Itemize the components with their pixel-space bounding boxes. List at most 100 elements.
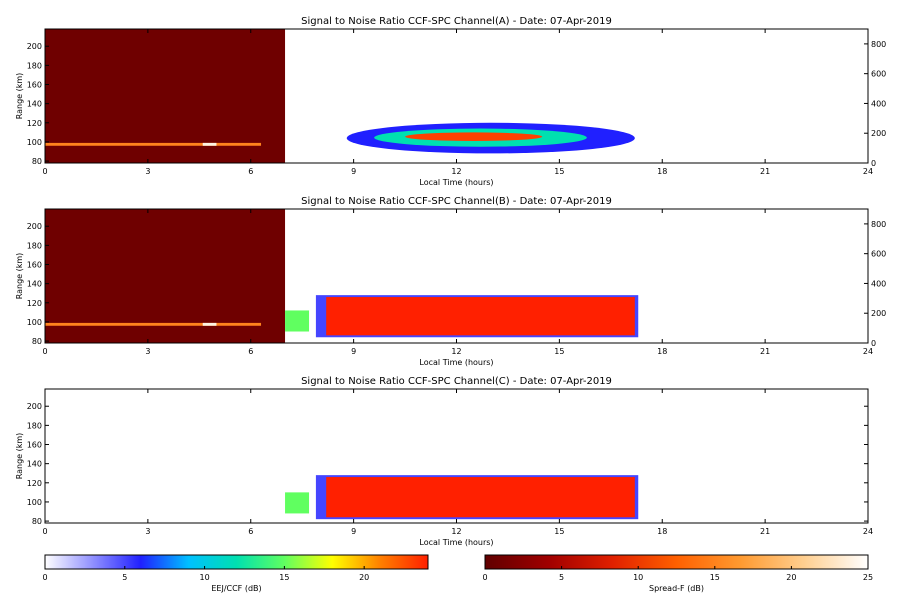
x-tick-label: 18 [657,527,667,536]
x-tick-label: 9 [351,347,356,356]
y-axis-label: Range (km) [15,253,24,300]
x-tick-label: 18 [657,167,667,176]
data-region [45,209,286,343]
plot-title: Signal to Noise Ratio CCF-SPC Channel(C)… [301,376,612,387]
colorbar-tick-label: 15 [710,573,720,582]
y2-tick-label: 0 [871,159,876,168]
x-tick-label: 0 [42,527,47,536]
y-tick-label: 200 [27,42,42,51]
x-tick-label: 3 [145,527,150,536]
data-region [45,322,262,326]
y-tick-label: 180 [27,421,42,430]
x-tick-label: 24 [863,347,873,356]
x-tick-label: 6 [248,347,253,356]
colorbar-tick-label: 15 [279,573,289,582]
colorbar-label: Spread-F (dB) [649,584,704,593]
colorbar-tick-label: 0 [42,573,47,582]
y-tick-label: 140 [27,100,42,109]
x-tick-label: 12 [451,347,461,356]
y2-tick-label: 800 [871,220,886,229]
x-tick-label: 12 [451,527,461,536]
x-tick-label: 15 [554,527,564,536]
y-tick-label: 200 [27,222,42,231]
x-tick-label: 24 [863,527,873,536]
y-tick-label: 100 [27,138,42,147]
x-tick-label: 9 [351,167,356,176]
data-layer [285,475,639,520]
data-region [45,142,262,146]
y2-tick-label: 200 [871,309,886,318]
colorbar-tick-label: 5 [559,573,564,582]
y-tick-label: 180 [27,61,42,70]
y-tick-label: 120 [27,479,42,488]
data-layer [45,29,635,163]
x-tick-label: 12 [451,167,461,176]
y-tick-label: 120 [27,299,42,308]
colorbar-tick-label: 5 [122,573,127,582]
x-tick-label: 3 [145,347,150,356]
y2-tick-label: 600 [871,250,886,259]
x-tick-label: 9 [351,527,356,536]
colorbar-tick-label: 25 [863,573,873,582]
panel-channel-c: Signal to Noise Ratio CCF-SPC Channel(C)… [15,376,873,547]
y-tick-label: 80 [32,337,42,346]
x-tick-label: 0 [42,347,47,356]
plot-title: Signal to Noise Ratio CCF-SPC Channel(A)… [301,16,612,27]
data-region [326,297,635,336]
y2-tick-label: 400 [871,279,886,288]
y2-tick-label: 0 [871,339,876,348]
x-axis-label: Local Time (hours) [419,538,493,547]
colorbar-gradient [44,554,429,570]
y-tick-label: 80 [32,517,42,526]
y-tick-label: 140 [27,280,42,289]
y-tick-label: 80 [32,157,42,166]
y-tick-label: 120 [27,119,42,128]
x-tick-label: 15 [554,347,564,356]
x-axis-label: Local Time (hours) [419,178,493,187]
x-tick-label: 21 [760,347,770,356]
x-tick-label: 18 [657,347,667,356]
colorbar-eej: 0 5 10 15 20 EEJ/CCF (dB) [42,554,429,593]
y-axis-label: Range (km) [15,73,24,120]
panel-channel-a: Signal to Noise Ratio CCF-SPC Channel(A)… [15,16,886,187]
y2-tick-label: 400 [871,99,886,108]
x-tick-label: 15 [554,167,564,176]
colorbar-tick-label: 10 [633,573,643,582]
y-tick-label: 180 [27,241,42,250]
y-axis-label: Range (km) [15,433,24,480]
x-tick-label: 21 [760,527,770,536]
colorbar-label: EEJ/CCF (dB) [211,584,261,593]
panel-channel-b: Signal to Noise Ratio CCF-SPC Channel(B)… [15,196,886,367]
y-tick-label: 160 [27,441,42,450]
x-tick-label: 6 [248,527,253,536]
y-tick-label: 100 [27,318,42,327]
colorbar-tick-label: 20 [359,573,369,582]
colorbar-spread-f: 0 5 10 15 20 25 Spread-F (dB) [482,554,873,593]
data-region [202,142,217,146]
colorbar-tick-label: 20 [786,573,796,582]
y-tick-label: 140 [27,460,42,469]
y-tick-label: 160 [27,81,42,90]
x-tick-label: 21 [760,167,770,176]
data-region [45,29,286,163]
data-region [405,132,543,141]
data-region [326,477,635,518]
data-region [285,310,310,332]
y-tick-label: 100 [27,498,42,507]
colorbar-tick-label: 0 [482,573,487,582]
y2-tick-label: 200 [871,129,886,138]
x-tick-label: 6 [248,167,253,176]
y2-tick-label: 600 [871,70,886,79]
y-tick-label: 160 [27,261,42,270]
colorbar-gradient [484,554,869,570]
plot-title: Signal to Noise Ratio CCF-SPC Channel(B)… [301,196,612,207]
data-layer [45,209,639,343]
x-axis-label: Local Time (hours) [419,358,493,367]
y2-tick-label: 800 [871,40,886,49]
colorbar-tick-label: 10 [199,573,209,582]
data-region [202,322,217,326]
x-tick-label: 0 [42,167,47,176]
data-region [285,492,310,514]
x-tick-label: 3 [145,167,150,176]
